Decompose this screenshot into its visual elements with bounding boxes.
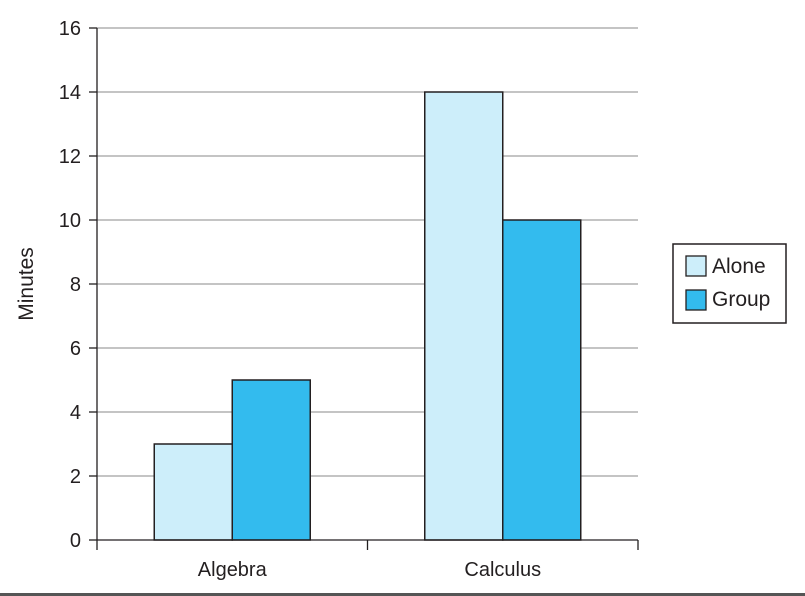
bar-group-calculus	[502, 219, 582, 541]
legend-label-group: Group	[712, 288, 770, 311]
y-tick-label: 10	[59, 210, 81, 232]
y-tick-label: 14	[59, 82, 81, 104]
x-tick-label: Calculus	[464, 559, 541, 581]
y-tick-label: 8	[70, 274, 81, 296]
y-tick-label: 6	[70, 338, 81, 360]
bar-alone-algebra	[153, 443, 233, 541]
y-tick-label: 12	[59, 146, 81, 168]
x-tick-label: Algebra	[198, 559, 268, 581]
y-tick-label: 0	[70, 530, 81, 552]
y-axis-title: Minutes	[15, 247, 38, 321]
bar-alone-calculus	[424, 91, 504, 541]
legend: Alone Group	[672, 243, 787, 324]
bar-group-algebra	[231, 379, 311, 541]
bars	[153, 91, 582, 541]
bottom-divider	[0, 593, 805, 596]
y-tick-label: 16	[59, 18, 81, 40]
legend-label-alone: Alone	[712, 255, 766, 278]
y-tick-label: 2	[70, 466, 81, 488]
axes: 0 2 4 6 8 10 12 14 16 Algebra Calculus	[59, 18, 639, 581]
y-tick-label: 4	[70, 402, 81, 424]
legend-swatch-group	[685, 289, 707, 311]
legend-swatch-alone	[685, 255, 707, 277]
gridlines	[97, 27, 638, 477]
